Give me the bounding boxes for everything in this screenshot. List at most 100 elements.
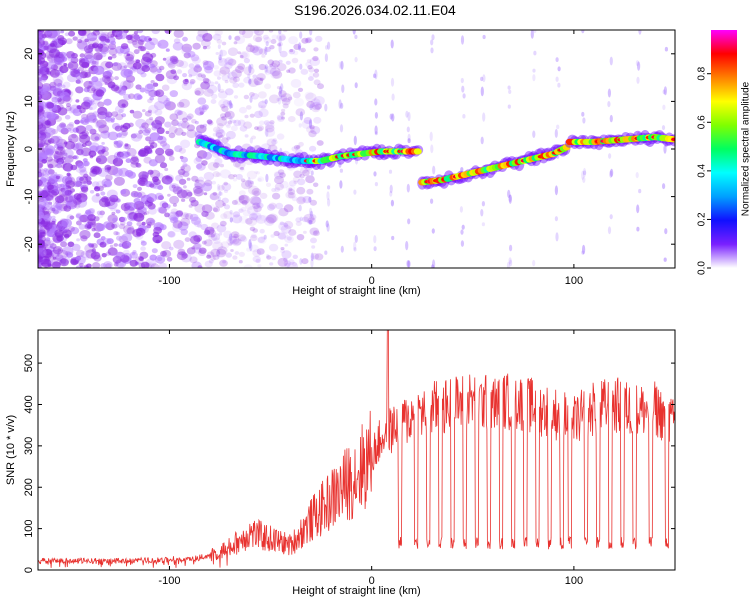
noise-blob <box>124 143 129 147</box>
noise-blob <box>288 116 296 123</box>
noise-blob <box>184 237 191 243</box>
noise-blob <box>43 142 49 147</box>
streak-blob <box>248 78 252 85</box>
streak-blob <box>388 169 393 174</box>
noise-blob <box>256 202 264 209</box>
noise-blob <box>283 30 288 33</box>
noise-blob <box>312 230 320 237</box>
noise-blob <box>309 145 317 152</box>
noise-blob <box>46 111 57 120</box>
streak-blob <box>264 66 268 74</box>
noise-blob <box>250 211 262 221</box>
noise-blob <box>72 260 77 264</box>
noise-blob <box>46 156 53 162</box>
noise-blob <box>194 203 206 213</box>
noise-blob <box>63 152 68 156</box>
noise-blob <box>217 185 225 191</box>
streak-blob <box>480 76 484 82</box>
noise-blob <box>79 176 85 181</box>
noise-blob <box>107 56 113 60</box>
noise-blob <box>51 232 64 242</box>
noise-blob <box>210 248 221 257</box>
noise-blob <box>189 235 201 245</box>
noise-blob <box>66 252 74 258</box>
noise-blob <box>230 158 236 163</box>
bottom-y-tick-label: 0 <box>23 567 35 573</box>
noise-blob <box>243 66 255 76</box>
noise-blob <box>164 30 172 34</box>
heatmap-plot-area <box>38 30 675 268</box>
noise-blob <box>244 218 253 225</box>
noise-blob <box>39 66 50 76</box>
noise-blob <box>187 51 196 58</box>
bottom-y-axis-label: SNR (10 * v/v) <box>5 415 17 485</box>
noise-blob <box>176 251 188 260</box>
noise-blob <box>65 201 72 207</box>
noise-blob <box>181 46 192 56</box>
noise-blob <box>164 148 174 156</box>
noise-blob <box>306 59 312 63</box>
streak-blob <box>406 126 410 133</box>
streak-blob <box>374 69 378 80</box>
streak-blob <box>431 34 435 41</box>
noise-blob <box>286 69 291 73</box>
noise-blob <box>96 119 107 129</box>
noise-blob <box>239 125 248 132</box>
noise-blob <box>97 111 108 120</box>
noise-blob <box>224 110 235 120</box>
streak-blob <box>299 258 303 265</box>
streak-blob <box>608 153 612 159</box>
noise-blob <box>38 131 47 141</box>
noise-blob <box>146 83 154 90</box>
noise-blob <box>104 82 109 86</box>
noise-blob <box>116 155 121 159</box>
streak-blob <box>431 264 435 268</box>
streak-blob <box>338 99 342 109</box>
noise-blob <box>242 209 251 217</box>
streak-blob <box>374 112 378 119</box>
noise-blob <box>157 206 166 214</box>
noise-blob <box>283 220 294 229</box>
streak-blob <box>219 49 223 59</box>
noise-blob <box>62 81 71 89</box>
noise-blob <box>270 39 277 44</box>
noise-blob <box>75 86 84 94</box>
noise-blob <box>221 182 232 191</box>
noise-blob <box>252 202 261 210</box>
noise-blob <box>95 121 104 129</box>
noise-blob <box>276 63 287 72</box>
noise-blob <box>105 251 111 256</box>
noise-blob <box>164 167 169 172</box>
noise-blob <box>253 205 262 213</box>
noise-blob <box>132 110 143 119</box>
streak-blob <box>636 204 640 214</box>
noise-blob <box>240 236 248 243</box>
noise-blob <box>168 126 178 134</box>
streak-blob <box>663 257 667 262</box>
noise-blob <box>280 249 285 254</box>
noise-blob <box>62 162 74 172</box>
streak-blob <box>310 170 314 176</box>
noise-blob <box>238 30 246 35</box>
streak-blob <box>508 257 512 265</box>
noise-blob <box>243 58 250 64</box>
streak-blob <box>481 222 485 227</box>
noise-blob <box>47 138 55 144</box>
noise-blob <box>118 216 126 222</box>
noise-blob <box>62 161 67 166</box>
noise-blob <box>136 133 143 139</box>
noise-blob <box>124 143 131 150</box>
noise-blob <box>106 238 114 245</box>
noise-blob <box>42 206 47 211</box>
noise-blob <box>197 265 203 268</box>
noise-blob <box>317 83 324 90</box>
snr-series-line <box>38 330 675 568</box>
noise-blob <box>165 130 170 135</box>
noise-blob <box>123 204 131 210</box>
noise-blob <box>305 175 315 184</box>
noise-blob <box>91 93 95 97</box>
noise-blob <box>268 30 274 33</box>
noise-blob <box>103 98 112 106</box>
noise-blob <box>173 239 185 249</box>
noise-blob <box>216 39 223 44</box>
